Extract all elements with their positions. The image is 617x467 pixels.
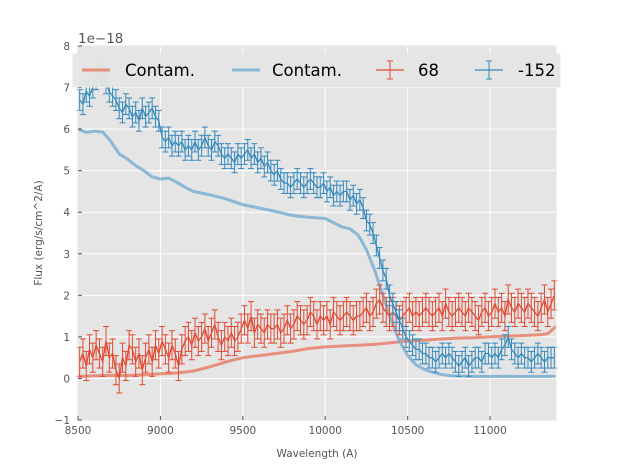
x-tick-label: 8500 [65, 425, 92, 437]
y-tick-label: 6 [63, 124, 70, 136]
y-tick-label: 0 [63, 373, 70, 385]
grid-lines [77, 45, 556, 421]
series-1 [77, 127, 556, 378]
series-layer [76, 45, 558, 421]
legend-item-3: -152 [475, 60, 555, 80]
y-tick-label: 8 [63, 41, 70, 53]
series-2 [76, 280, 558, 394]
y-tick-label: 1 [63, 332, 70, 344]
y-tick-label: 2 [63, 290, 70, 302]
legend-item-2: 68 [376, 60, 439, 80]
y-axis-label: Flux (erg/s/cm^2/A) [33, 180, 45, 285]
x-tick-label: 10500 [391, 425, 424, 437]
x-axis-label: Wavelength (A) [276, 448, 357, 460]
legend-label: Contam. [272, 61, 342, 80]
contam-line-1 [77, 127, 556, 378]
x-tick-label: 11000 [473, 425, 506, 437]
y-tick-label: 7 [63, 83, 70, 95]
legend: Contam. Contam. 68 -152 [72, 53, 561, 88]
contam-line-0 [77, 325, 557, 378]
legend-label: 68 [418, 61, 439, 80]
legend-item-0: Contam. [82, 61, 195, 80]
y-axis-ticks: −1 0 1 2 3 4 5 6 7 8 [55, 41, 82, 427]
y-tick-label: −1 [55, 415, 70, 427]
legend-label: -152 [518, 61, 555, 80]
x-tick-label: 9500 [229, 425, 256, 437]
y-tick-label: 4 [63, 207, 70, 219]
legend-label: Contam. [125, 61, 195, 80]
y-offset-label: 1e−18 [78, 31, 123, 47]
x-tick-label: 9000 [147, 425, 174, 437]
plot-frame [77, 45, 557, 421]
legend-item-1: Contam. [232, 61, 342, 80]
series-3 [76, 60, 558, 377]
y-tick-label: 5 [63, 166, 70, 178]
y-tick-label: 3 [63, 249, 70, 261]
series-0 [77, 325, 557, 378]
x-axis-ticks: 8500 9000 9500 10000 10500 11000 [65, 416, 507, 437]
x-tick-label: 10000 [309, 425, 342, 437]
